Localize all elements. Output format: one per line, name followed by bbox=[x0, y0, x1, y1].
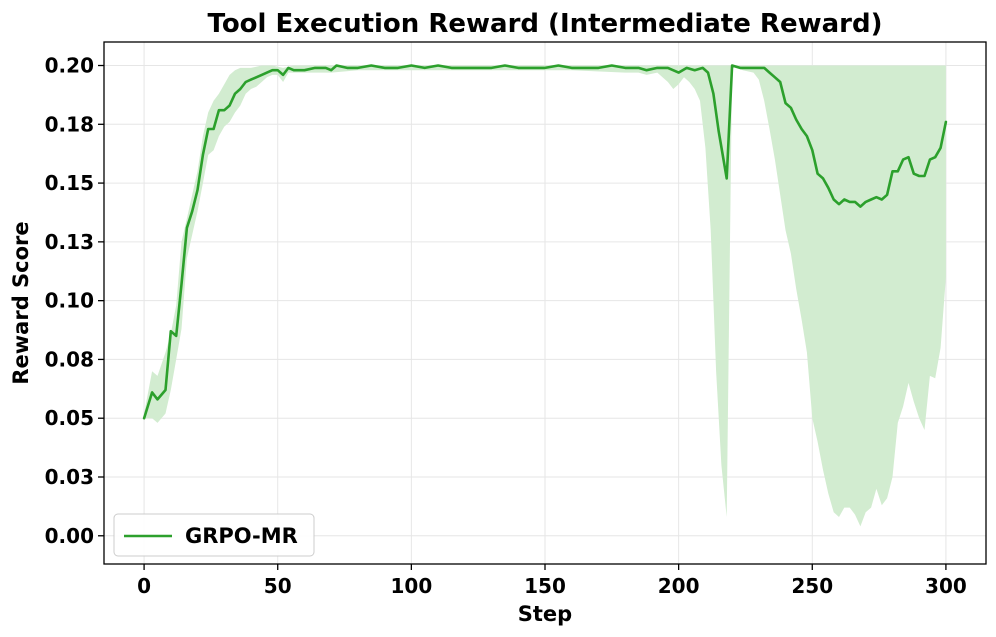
y-tick-label: 0.20 bbox=[45, 54, 94, 78]
x-axis-label: Step bbox=[518, 602, 572, 626]
y-tick-label: 0.03 bbox=[45, 465, 94, 489]
x-tick-label: 50 bbox=[264, 574, 292, 598]
y-tick-label: 0.15 bbox=[45, 171, 94, 195]
y-tick-label: 0.10 bbox=[45, 289, 94, 313]
y-tick-label: 0.13 bbox=[45, 230, 94, 254]
x-tick-label: 250 bbox=[791, 574, 833, 598]
line-layer bbox=[142, 64, 948, 420]
x-tick-label: 300 bbox=[925, 574, 967, 598]
y-tick-label: 0.00 bbox=[45, 524, 94, 548]
x-tick-label: 100 bbox=[390, 574, 432, 598]
x-tick-label: 200 bbox=[658, 574, 700, 598]
legend-box bbox=[113, 513, 315, 557]
x-tick-label: 150 bbox=[524, 574, 566, 598]
legend-label: GRPO-MR bbox=[185, 524, 298, 548]
chart-title: Tool Execution Reward (Intermediate Rewa… bbox=[208, 9, 883, 39]
band-layer bbox=[144, 65, 946, 527]
variance-band bbox=[144, 65, 946, 527]
plot-frame bbox=[103, 41, 987, 565]
series-line-grpo-mr bbox=[142, 64, 948, 420]
y-tick-label: 0.08 bbox=[45, 347, 94, 371]
y-tick-label: 0.18 bbox=[45, 112, 94, 136]
x-tick-label: 0 bbox=[137, 574, 151, 598]
y-tick-label: 0.05 bbox=[45, 406, 94, 430]
legend: GRPO-MR bbox=[113, 513, 315, 557]
tick-layer: 0 50 100 150 200 250 300 0.00 0.03 0.05 0.08 0.10 0.… bbox=[45, 54, 967, 598]
y-axis-label: Reward Score bbox=[9, 221, 33, 384]
